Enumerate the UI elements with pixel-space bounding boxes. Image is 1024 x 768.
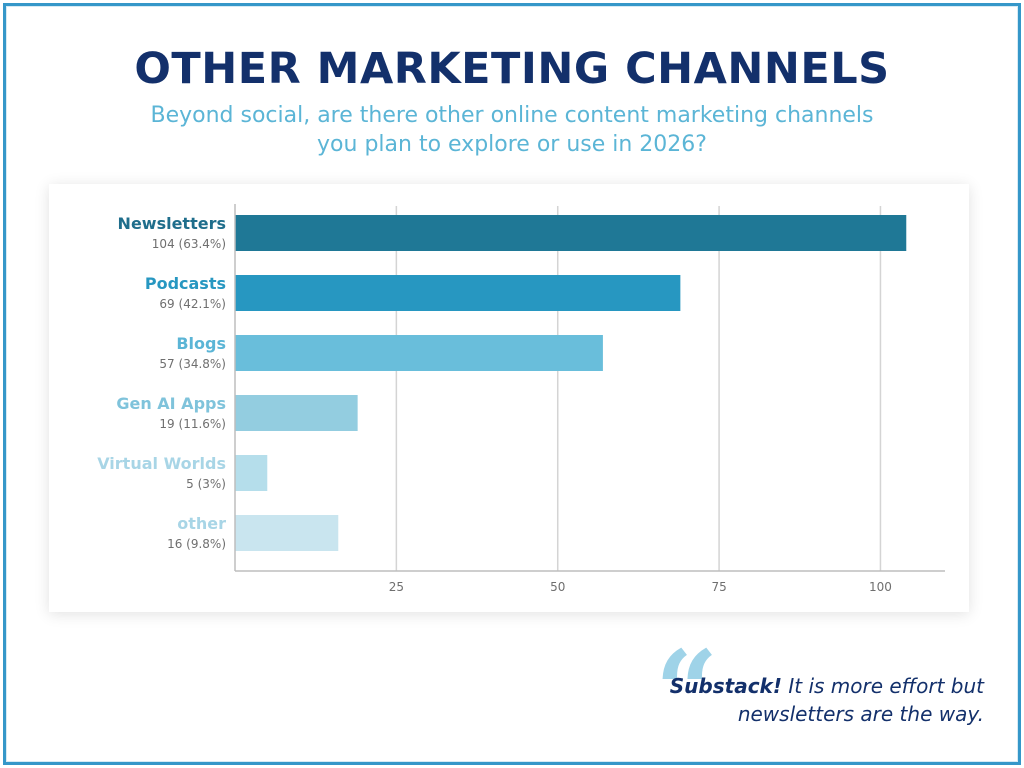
chart-panel: Newsletters 104 (63.4%) Podcasts 69 (42.1%)… xyxy=(49,184,969,612)
quote-line-1-rest: It is more effort but xyxy=(781,674,984,698)
category-label: other xyxy=(177,514,226,533)
value-label: 57 (34.8%) xyxy=(159,357,226,371)
x-tick-label: 50 xyxy=(550,580,565,594)
bar-other xyxy=(235,515,339,551)
value-label: 104 (63.4%) xyxy=(152,237,226,251)
x-tick-label: 25 xyxy=(389,580,404,594)
bar-podcasts xyxy=(235,275,681,311)
category-label: Blogs xyxy=(176,334,226,353)
bar-newsletters xyxy=(235,215,907,251)
page-subtitle: Beyond social, are there other online co… xyxy=(0,101,1024,159)
bar-gen-ai-apps xyxy=(235,395,358,431)
category-label: Newsletters xyxy=(118,214,226,233)
quote-line-2: newsletters are the way. xyxy=(737,702,984,726)
bar-chart: Newsletters 104 (63.4%) Podcasts 69 (42.1%)… xyxy=(97,204,945,594)
subtitle-line-2: you plan to explore or use in 2026? xyxy=(317,132,707,157)
value-label: 5 (3%) xyxy=(186,477,226,491)
x-tick-label: 75 xyxy=(711,580,726,594)
category-label: Virtual Worlds xyxy=(97,454,226,473)
outer-frame xyxy=(3,3,1021,765)
quote-emphasis: Substack! xyxy=(669,674,782,698)
testimonial-quote: Substack! It is more effort but newslett… xyxy=(670,672,984,728)
value-label: 16 (9.8%) xyxy=(167,537,226,551)
bar-blogs xyxy=(235,335,603,371)
value-label: 19 (11.6%) xyxy=(159,417,226,431)
value-label: 69 (42.1%) xyxy=(159,297,226,311)
bar-virtual-worlds xyxy=(235,455,268,491)
category-label: Podcasts xyxy=(145,274,226,293)
quote-line-1: Substack! It is more effort but xyxy=(670,672,984,700)
inner-frame xyxy=(6,6,1018,762)
x-tick-label: 100 xyxy=(869,580,892,594)
category-label: Gen AI Apps xyxy=(116,394,226,413)
page-title: OTHER MARKETING CHANNELS xyxy=(134,44,890,94)
quote-mark-icon: “ xyxy=(655,626,719,755)
subtitle-line-1: Beyond social, are there other online co… xyxy=(150,103,874,128)
